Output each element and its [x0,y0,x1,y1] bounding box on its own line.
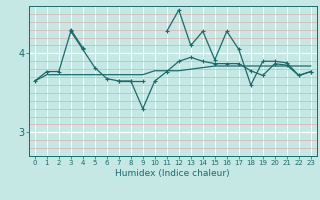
X-axis label: Humidex (Indice chaleur): Humidex (Indice chaleur) [116,169,230,178]
